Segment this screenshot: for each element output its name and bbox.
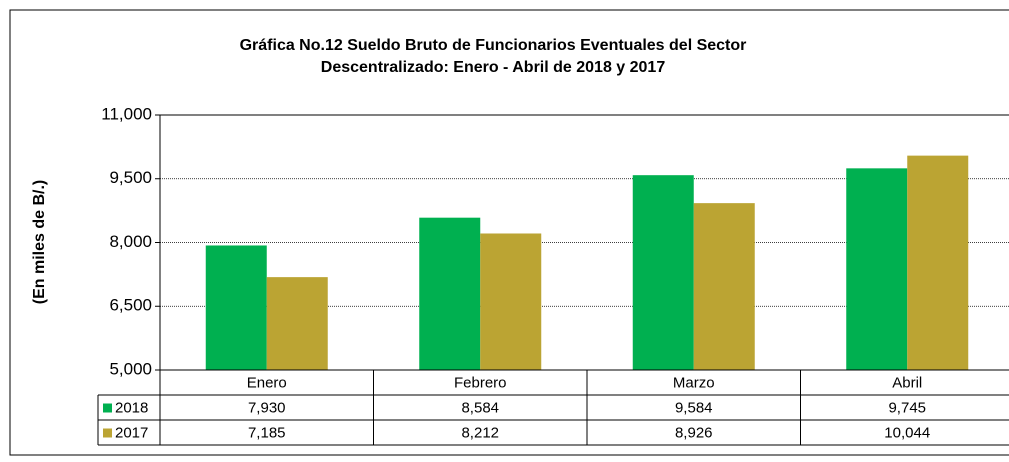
chart-border [9,9,1009,456]
legend-label: 2018 [115,399,148,416]
bar [907,155,969,370]
table-value: 7,930 [248,399,286,416]
chart-title: Descentralizado: Enero - Abril de 2018 y… [321,59,666,76]
x-tick-label: Febrero [454,374,507,391]
table-value: 8,926 [675,424,713,441]
legend-label: 2017 [115,424,148,441]
y-tick-label: 8,000 [109,232,152,251]
bar [480,233,542,370]
legend-key [103,428,112,438]
bar [419,217,481,370]
plot-border [159,114,1009,371]
y-tick-label: 6,500 [109,296,152,315]
table-value: 8,212 [461,424,499,441]
bar [632,175,694,370]
chart-title: Gráfica No.12 Sueldo Bruto de Funcionari… [240,37,747,54]
y-tick-label: 5,000 [109,359,152,378]
bar [266,277,328,370]
bar [846,168,908,370]
table-value: 7,185 [248,424,286,441]
legend-key [103,403,112,413]
x-tick-label: Enero [247,374,287,391]
x-tick-label: Marzo [673,374,715,391]
bar [693,203,755,370]
y-tick-label: 9,500 [109,168,152,187]
y-axis-label: (En miles de B/.) [31,180,48,304]
table-value: 10,044 [884,424,930,441]
x-tick-label: Abril [892,374,922,391]
table-value: 9,584 [675,399,713,416]
table-value: 9,745 [888,399,926,416]
y-tick-label: 11,000 [101,104,152,123]
bar [205,245,267,370]
table-value: 8,584 [461,399,499,416]
